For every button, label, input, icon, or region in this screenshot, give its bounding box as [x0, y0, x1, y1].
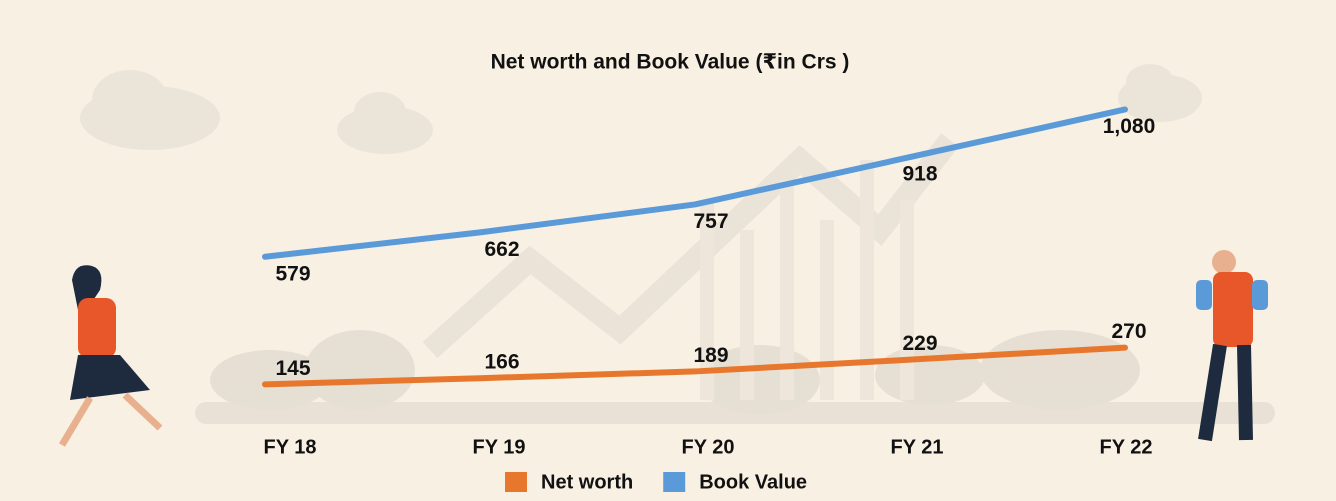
- woman-figure: [58, 265, 163, 447]
- legend-swatch: [663, 472, 686, 492]
- data-label: 757: [693, 210, 728, 233]
- data-label: 662: [484, 238, 519, 261]
- man-figure: [1196, 250, 1268, 442]
- data-label: 270: [1111, 320, 1146, 343]
- data-label: 166: [484, 351, 519, 374]
- x-tick-label: FY 21: [891, 436, 944, 458]
- series-line: [262, 106, 1128, 260]
- decorations: [80, 64, 1275, 424]
- x-tick-label: FY 22: [1100, 436, 1153, 458]
- data-label: 579: [275, 262, 310, 285]
- data-label: 1,080: [1103, 115, 1156, 138]
- data-label: 145: [275, 357, 310, 380]
- data-label: 229: [902, 332, 937, 355]
- data-label: 189: [693, 344, 728, 367]
- x-tick-label: FY 20: [682, 436, 735, 458]
- legend-label: Net worth: [541, 471, 633, 493]
- legend-swatch: [505, 472, 527, 492]
- legend-label: Book Value: [699, 471, 807, 493]
- data-label: 918: [902, 163, 937, 186]
- x-tick-label: FY 19: [473, 436, 526, 458]
- series-line: [262, 344, 1128, 388]
- chart-title: Net worth and Book Value (₹in Crs ): [491, 51, 850, 74]
- x-tick-label: FY 18: [264, 436, 317, 458]
